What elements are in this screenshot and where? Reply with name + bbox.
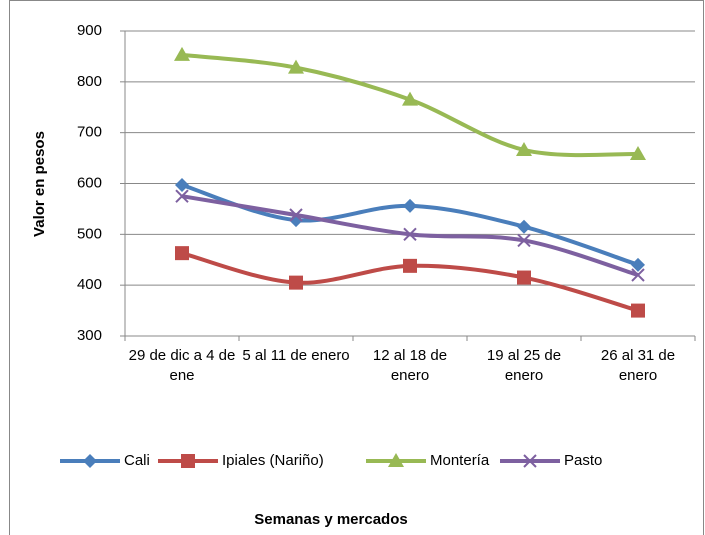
x-tick-label: 29 de dic a 4 de ene [128,347,236,384]
data-point [175,189,189,203]
legend-label: Montería [430,452,490,469]
y-axis-title: Valor en pesos [31,131,48,237]
data-point [289,208,303,222]
legend-marker [523,454,537,468]
y-tick-label: 700 [77,124,102,141]
y-tick-label: 300 [77,327,102,344]
data-point [403,227,417,242]
x-tick-label: 26 al 31 de enero [600,347,676,384]
data-point [631,268,645,282]
data-point [630,146,646,161]
data-point [517,233,531,248]
data-point [517,270,531,285]
y-tick-label: 900 [77,22,102,39]
data-point [517,219,531,234]
y-tick-label: 600 [77,174,102,191]
data-point [631,303,645,318]
data-point [288,59,304,74]
legend-marker [83,454,97,468]
x-tick-label: 12 al 18 de enero [372,347,448,384]
x-tick-label: 5 al 11 de enero [242,347,350,364]
legend-label: Ipiales (Nariño) [222,452,324,469]
legend-marker [181,454,195,468]
chart-frame [9,0,704,535]
data-point [175,178,189,193]
legend-label: Cali [124,452,150,469]
y-tick-label: 800 [77,73,102,90]
x-tick-label: 19 al 25 de enero [486,347,562,384]
data-point [175,246,189,261]
data-point [289,275,303,290]
y-tick-label: 500 [77,225,102,242]
y-tick-label: 400 [77,276,102,293]
legend-marker [388,453,404,467]
data-point [174,46,190,61]
x-axis-title: Semanas y mercados [254,511,407,528]
data-point [631,257,645,272]
data-point [516,141,532,156]
data-point [403,198,417,213]
legend-label: Pasto [564,452,602,469]
data-point [402,91,418,106]
data-point [403,258,417,273]
